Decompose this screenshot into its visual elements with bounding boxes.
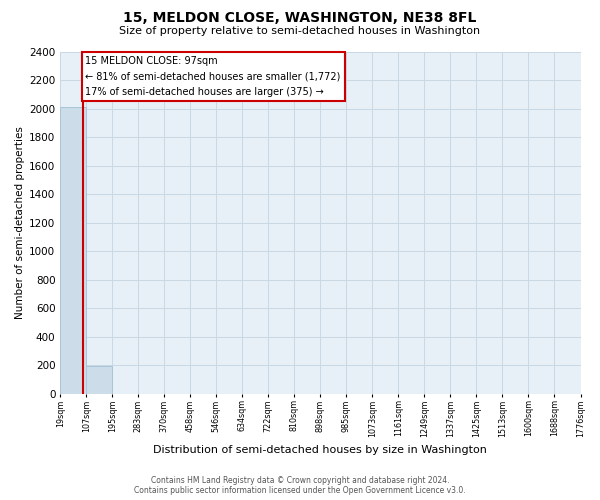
Text: 15 MELDON CLOSE: 97sqm
← 81% of semi-detached houses are smaller (1,772)
17% of : 15 MELDON CLOSE: 97sqm ← 81% of semi-det… bbox=[85, 56, 341, 97]
Bar bbox=[60, 107, 86, 394]
Text: 15, MELDON CLOSE, WASHINGTON, NE38 8FL: 15, MELDON CLOSE, WASHINGTON, NE38 8FL bbox=[124, 12, 476, 26]
Text: Contains HM Land Registry data © Crown copyright and database right 2024.
Contai: Contains HM Land Registry data © Crown c… bbox=[134, 476, 466, 495]
Bar bbox=[86, 366, 112, 394]
Y-axis label: Number of semi-detached properties: Number of semi-detached properties bbox=[15, 126, 25, 319]
X-axis label: Distribution of semi-detached houses by size in Washington: Distribution of semi-detached houses by … bbox=[154, 445, 487, 455]
Text: Size of property relative to semi-detached houses in Washington: Size of property relative to semi-detach… bbox=[119, 26, 481, 36]
